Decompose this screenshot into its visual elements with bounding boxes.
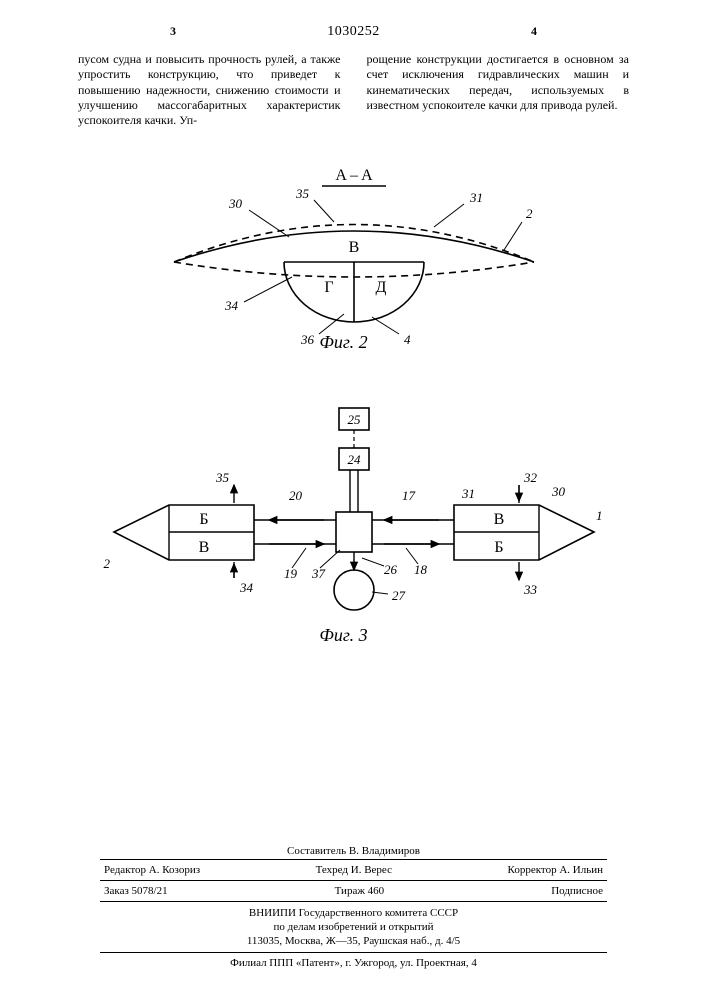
fig2-n34: 34 bbox=[224, 298, 239, 313]
fig3-n32: 32 bbox=[523, 470, 538, 485]
fig2-lead-34 bbox=[244, 277, 292, 302]
fig2-lead-31 bbox=[434, 204, 464, 227]
figure-3: 25 24 Б В В Б bbox=[0, 400, 707, 660]
fig3-n25: 25 bbox=[347, 412, 361, 427]
figure-2: A – A В Г Д 30 35 bbox=[0, 162, 707, 362]
column-left: пусом судна и повысить прочность рулей, … bbox=[78, 52, 341, 129]
fig3-n31: 31 bbox=[461, 486, 475, 501]
fig2-section-label: A – A bbox=[335, 167, 373, 184]
fig3-n1: 1 bbox=[596, 508, 603, 523]
fig3-lead-18 bbox=[406, 548, 418, 564]
fig3-lead-26 bbox=[362, 558, 384, 566]
text-columns: пусом судна и повысить прочность рулей, … bbox=[78, 52, 629, 129]
fig2-label-D: Д bbox=[375, 279, 386, 296]
fig3-Bv_r: В bbox=[493, 511, 504, 528]
footer-corrector: Корректор А. Ильин bbox=[508, 864, 603, 876]
fig3-n35: 35 bbox=[215, 470, 230, 485]
footer-line2: Заказ 5078/21 Тираж 460 Подписное bbox=[100, 881, 607, 902]
fig3-n18: 18 bbox=[414, 562, 428, 577]
fig3-n33: 33 bbox=[523, 582, 538, 597]
fig2-label-B: В bbox=[348, 239, 359, 256]
fig2-lead-36 bbox=[319, 314, 344, 334]
figure-2-caption: Фиг. 2 bbox=[0, 332, 697, 353]
footer-compiler: Составитель В. Владимиров bbox=[100, 845, 607, 859]
fig3-n34: 34 bbox=[239, 580, 254, 595]
fig3-Br: Б bbox=[494, 539, 503, 556]
column-number-left: 3 bbox=[170, 24, 176, 39]
footer-techred: Техред И. Верес bbox=[316, 864, 392, 876]
footer-org: ВНИИПИ Государственного комитета СССР по… bbox=[100, 902, 607, 970]
fig2-lead-2 bbox=[504, 222, 522, 250]
fig3-lead-37 bbox=[320, 550, 340, 568]
footer-editor: Редактор А. Козориз bbox=[104, 864, 200, 876]
fig2-n35: 35 bbox=[295, 186, 310, 201]
patent-number: 1030252 bbox=[0, 24, 707, 40]
fig3-n37: 37 bbox=[311, 566, 326, 581]
fig3-n26: 26 bbox=[384, 562, 398, 577]
fig2-n2: 2 bbox=[526, 206, 533, 221]
footer-addr2: Филиал ППП «Патент», г. Ужгород, ул. Про… bbox=[100, 952, 607, 970]
fig3-n2: 2 bbox=[103, 556, 110, 571]
footer-order: Заказ 5078/21 bbox=[104, 885, 168, 897]
fig3-n20: 20 bbox=[289, 488, 303, 503]
fig3-n24: 24 bbox=[347, 452, 361, 467]
fig3-circle-27 bbox=[334, 570, 374, 610]
fig3-center-box bbox=[336, 512, 372, 552]
fig2-lead-35 bbox=[314, 200, 334, 222]
fig3-n27: 27 bbox=[392, 588, 406, 603]
fig3-n17: 17 bbox=[402, 488, 416, 503]
figure-2-svg: A – A В Г Д 30 35 bbox=[134, 162, 574, 352]
figure-3-caption: Фиг. 3 bbox=[0, 625, 697, 646]
footer-org2: по делам изобретений и открытий bbox=[100, 920, 607, 934]
fig3-Bl: Б bbox=[199, 511, 208, 528]
footer-org1: ВНИИПИ Государственного комитета СССР bbox=[100, 906, 607, 920]
fig2-n31: 31 bbox=[469, 190, 483, 205]
column-number-right: 4 bbox=[531, 24, 537, 39]
fig3-n19: 19 bbox=[284, 566, 298, 581]
page: 1030252 3 4 пусом судна и повысить прочн… bbox=[0, 0, 707, 1000]
fig3-lead-19 bbox=[292, 548, 306, 568]
footer-addr1: 113035, Москва, Ж—35, Раушская наб., д. … bbox=[100, 934, 607, 948]
fig3-n30: 30 bbox=[551, 484, 566, 499]
figure-3-svg: 25 24 Б В В Б bbox=[84, 400, 624, 650]
fig2-label-G: Г bbox=[324, 279, 333, 296]
footer-tirage: Тираж 460 bbox=[335, 885, 385, 897]
column-right: рощение конструкции достигается в основн… bbox=[367, 52, 630, 129]
footer-line1: Редактор А. Козориз Техред И. Верес Корр… bbox=[100, 859, 607, 881]
fig2-n30: 30 bbox=[228, 196, 243, 211]
footer-sub: Подписное bbox=[551, 885, 603, 897]
fig3-Bv_l: В bbox=[198, 539, 209, 556]
footer: Составитель В. Владимиров Редактор А. Ко… bbox=[100, 845, 607, 970]
